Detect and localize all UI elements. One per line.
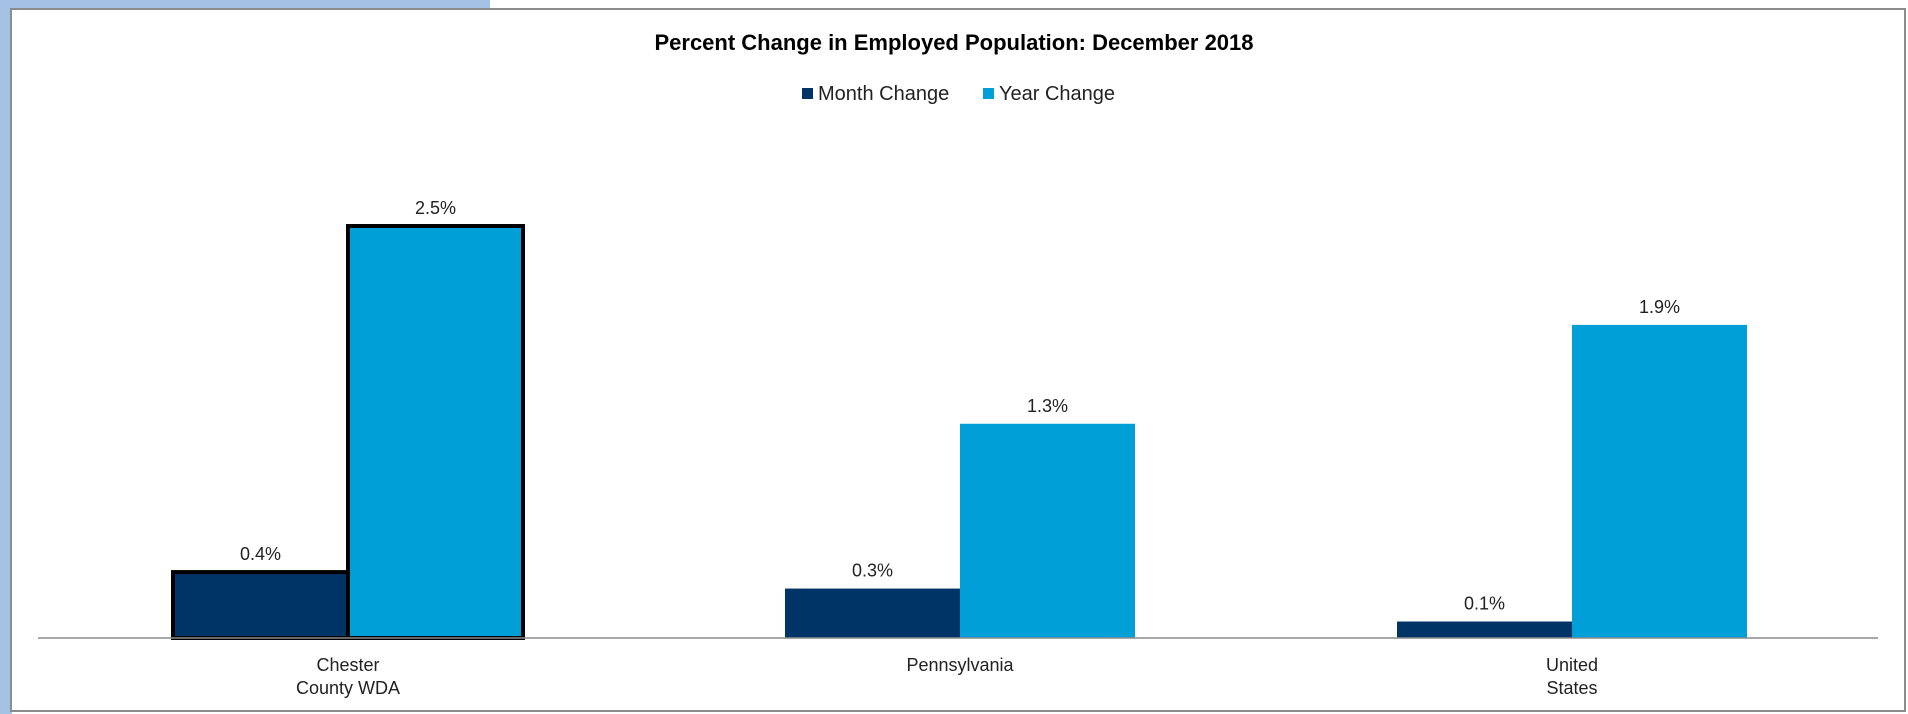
bars-group: [173, 226, 1747, 638]
bar-month-change-united-states: [1397, 622, 1572, 638]
bar-month-change-chester-county-wda: [173, 572, 348, 638]
chart-title: Percent Change in Employed Population: D…: [654, 30, 1253, 55]
value-label-year-change-pennsylvania: 1.3%: [1027, 396, 1068, 416]
legend-swatch-year-change: [983, 88, 994, 99]
x-tick-label-chester-county-wda: Chester County WDA: [296, 655, 400, 698]
legend-label-year-change: Year Change: [999, 83, 1115, 105]
legend-label-month-change: Month Change: [818, 83, 949, 105]
bar-month-change-pennsylvania: [785, 589, 960, 638]
bar-year-change-pennsylvania: [960, 424, 1135, 638]
value-label-month-change-pennsylvania: 0.3%: [852, 561, 893, 581]
legend-swatch-month-change: [802, 88, 813, 99]
x-tick-labels-group: Chester County WDA Pennsylvania United State…: [296, 655, 1598, 698]
bar-year-change-chester-county-wda: [348, 226, 523, 638]
bar-year-change-united-states: [1572, 325, 1747, 638]
x-tick-label-united-states: United States: [1546, 655, 1598, 698]
value-label-month-change-united-states: 0.1%: [1464, 594, 1505, 614]
value-label-year-change-chester-county-wda: 2.5%: [415, 198, 456, 218]
legend: Month Change Year Change: [802, 83, 1115, 105]
value-label-year-change-united-states: 1.9%: [1639, 297, 1680, 317]
x-tick-label-pennsylvania: Pennsylvania: [906, 655, 1014, 675]
value-label-month-change-chester-county-wda: 0.4%: [240, 544, 281, 564]
